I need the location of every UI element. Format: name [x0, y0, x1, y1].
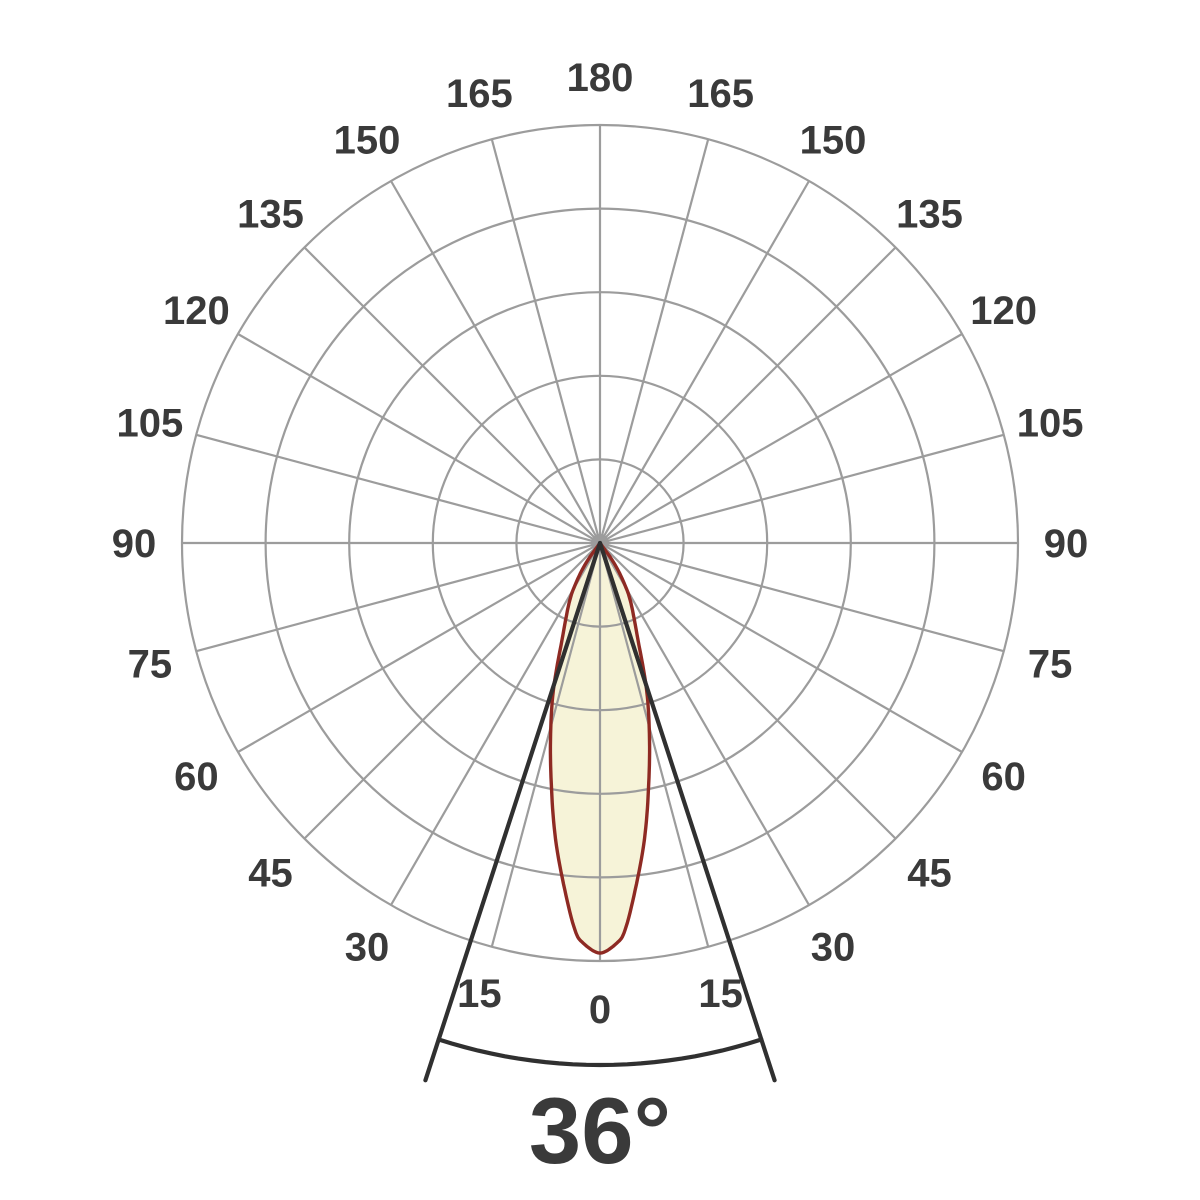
angle-tick-label-180: 180 — [567, 56, 634, 100]
angle-tick-label-15-left: 15 — [457, 972, 502, 1016]
angle-tick-label-75-left: 75 — [128, 643, 173, 687]
angle-tick-label-150-left: 150 — [334, 118, 401, 162]
angle-tick-label-45-left: 45 — [248, 852, 293, 896]
angle-tick-label-60-right: 60 — [981, 755, 1026, 799]
angle-tick-label-150-right: 150 — [800, 118, 867, 162]
angle-tick-label-105-right: 105 — [1017, 401, 1084, 445]
angle-tick-labels-layer: 0 15 15 30 30 45 45 60 60 75 75 90 90 105 105 120 120 135… — [112, 56, 1089, 1032]
angle-tick-label-90-left: 90 — [112, 522, 157, 566]
angle-tick-label-120-left: 120 — [163, 289, 230, 333]
beam-angle-layer — [423, 540, 777, 1083]
angle-tick-label-30-right: 30 — [811, 926, 856, 970]
angle-tick-label-0: 0 — [589, 988, 611, 1032]
angle-tick-label-30-left: 30 — [345, 926, 390, 970]
angle-tick-label-15-right: 15 — [698, 972, 743, 1016]
angle-tick-label-90-right: 90 — [1044, 522, 1089, 566]
beam-angle-line-left — [423, 540, 603, 1083]
angle-tick-label-135-left: 135 — [237, 193, 304, 237]
beam-lobe-outline — [548, 541, 652, 955]
angle-tick-label-105-left: 105 — [117, 401, 184, 445]
angle-tick-label-165-right: 165 — [687, 72, 754, 116]
beam-angle-line-right — [597, 540, 777, 1083]
angle-tick-label-45-right: 45 — [907, 852, 952, 896]
angle-tick-label-165-left: 165 — [446, 72, 513, 116]
beam-lobe-outline-layer — [548, 541, 652, 955]
angle-tick-label-60-left: 60 — [174, 755, 219, 799]
angle-tick-label-120-right: 120 — [970, 289, 1037, 333]
beam-angle-value-label: 36° — [529, 1078, 671, 1183]
angle-tick-label-135-right: 135 — [896, 193, 963, 237]
beam-angle-arc — [436, 1037, 764, 1068]
angle-tick-label-75-right: 75 — [1028, 643, 1073, 687]
